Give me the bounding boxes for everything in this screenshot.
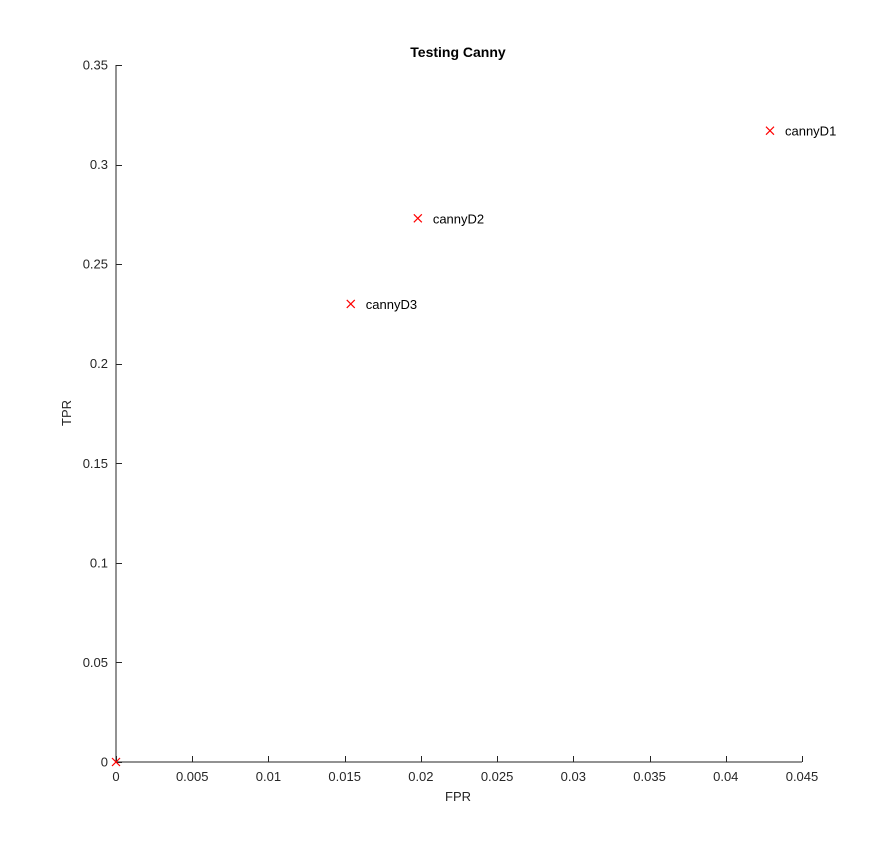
data-point-marker xyxy=(765,126,775,136)
y-tick-label: 0.05 xyxy=(83,655,108,670)
axis-ticks: 0 0.005 0.01 0.015 0.02 0.025 0.03 0.035 0.04 0.0… xyxy=(83,58,819,785)
y-tick-label: 0.3 xyxy=(90,157,108,172)
y-tick-label: 0.15 xyxy=(83,456,108,471)
data-point-marker xyxy=(111,757,121,767)
x-tick-label: 0.045 xyxy=(786,769,819,784)
x-axis-label: FPR xyxy=(445,789,471,804)
data-point-marker xyxy=(346,299,356,309)
y-axis-label: TPR xyxy=(59,400,74,426)
x-tick-label: 0.025 xyxy=(481,769,514,784)
data-point-marker xyxy=(413,213,423,223)
x-tick-label: 0.035 xyxy=(633,769,666,784)
y-tick-label: 0.2 xyxy=(90,356,108,371)
chart-title: Testing Canny xyxy=(410,44,506,60)
y-tick-label: 0.25 xyxy=(83,257,108,272)
x-tick-label: 0 xyxy=(112,769,119,784)
x-tick-label: 0.04 xyxy=(713,769,738,784)
data-point-label: cannyD2 xyxy=(433,211,484,226)
data-point-label: cannyD3 xyxy=(366,297,417,312)
data-point-label: cannyD1 xyxy=(785,124,836,139)
y-tick-label: 0.1 xyxy=(90,555,108,570)
x-tick-label: 0.01 xyxy=(256,769,281,784)
y-tick-label: 0 xyxy=(101,755,108,770)
x-tick-label: 0.015 xyxy=(328,769,361,784)
data-points: cannyD1 cannyD2 cannyD3 xyxy=(111,124,836,767)
y-tick-label: 0.35 xyxy=(83,58,108,73)
x-tick-label: 0.03 xyxy=(561,769,586,784)
x-tick-label: 0.02 xyxy=(408,769,433,784)
x-tick-label: 0.005 xyxy=(176,769,209,784)
